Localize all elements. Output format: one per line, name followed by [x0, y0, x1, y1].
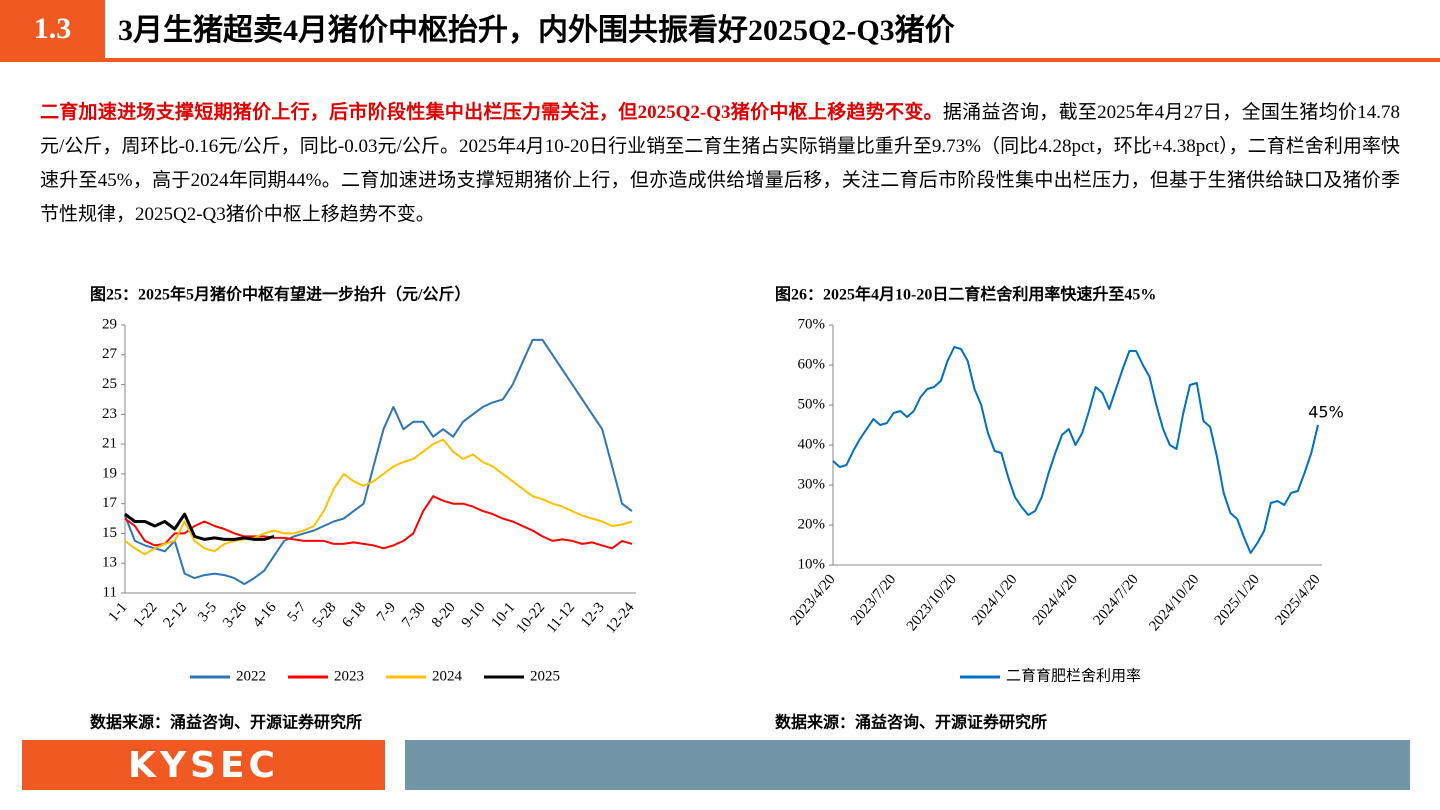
x-tick-label: 2-12 [160, 599, 190, 630]
chart-source: 数据来源：涌益咨询、开源证券研究所 [90, 713, 362, 732]
charts: 图25：2025年5月猪价中枢有望进一步抬升（元/公斤） 数据来源：涌益咨询、开源… [90, 285, 1344, 732]
x-tick-label: 2023/7/20 [848, 571, 899, 628]
x-tick-label: 2024/7/20 [1090, 571, 1141, 628]
x-tick-label: 3-26 [220, 599, 250, 631]
chart-title: 图26：2025年4月10-20日二育栏舍利用率快速升至45% [775, 285, 1156, 304]
y-tick-label: 25 [102, 376, 117, 392]
y-tick-label: 10% [798, 556, 826, 572]
x-tick-label: 2024/4/20 [1030, 571, 1081, 628]
x-tick-label: 2025/1/20 [1212, 571, 1263, 628]
x-tick-label: 10-22 [513, 599, 548, 636]
series-line [124, 495, 633, 550]
y-tick-label: 30% [798, 476, 826, 492]
y-tick-label: 29 [102, 316, 117, 332]
highlight: 二育加速进场支撑短期猪价上行，后市阶段性集中出栏压力需关注，但2025Q2-Q3… [40, 102, 943, 123]
series-line [124, 338, 633, 586]
legend-label: 二育育肥栏舍利用率 [1006, 667, 1141, 684]
x-tick-label: 2025/4/20 [1272, 571, 1323, 628]
data-label: 45% [1308, 403, 1344, 422]
y-tick-label: 13 [102, 555, 117, 571]
x-tick-label: 4-16 [250, 599, 280, 631]
legend-label: 2022 [236, 668, 266, 684]
x-tick-label: 5-28 [310, 599, 340, 630]
x-tick-label: 2024/1/20 [969, 571, 1020, 628]
y-tick-label: 15 [102, 525, 117, 541]
y-tick-label: 40% [798, 436, 826, 452]
chart-title: 图25：2025年5月猪价中枢有望进一步抬升（元/公斤） [90, 285, 470, 304]
legend-label: 2023 [334, 668, 364, 684]
logo: KYSEC [22, 740, 385, 790]
x-tick-label: 6-18 [339, 599, 369, 630]
x-tick-label: 7-9 [374, 599, 399, 625]
y-tick-label: 21 [102, 436, 117, 452]
y-tick-label: 60% [798, 356, 826, 372]
y-tick-label: 11 [103, 584, 117, 600]
series-line [124, 512, 275, 541]
y-tick-label: 23 [102, 406, 117, 422]
x-tick-label: 9-10 [459, 599, 489, 630]
legend-label: 2025 [530, 668, 560, 684]
x-tick-label: 3-5 [195, 599, 220, 625]
y-tick-label: 50% [798, 396, 826, 412]
x-tick-label: 1-1 [106, 599, 131, 625]
legend-label: 2024 [432, 668, 463, 684]
y-tick-label: 20% [798, 516, 826, 532]
footer-band [405, 740, 1410, 790]
y-tick-label: 19 [102, 465, 117, 481]
x-tick-label: 11-12 [544, 599, 578, 636]
x-tick-label: 2023/10/20 [904, 571, 960, 634]
x-tick-label: 12-24 [603, 599, 638, 636]
x-tick-label: 8-20 [429, 599, 459, 630]
y-tick-label: 70% [798, 316, 826, 332]
series-line [124, 438, 633, 556]
slide-title: 3月生猪超卖4月猪价中枢抬升，内外围共振看好2025Q2-Q3猪价 [118, 14, 955, 47]
section-number: 1.3 [0, 0, 105, 58]
x-tick-label: 2024/10/20 [1146, 571, 1202, 634]
y-tick-label: 17 [102, 495, 118, 511]
x-tick-label: 5-7 [285, 599, 310, 625]
x-tick-label: 2023/4/20 [787, 571, 838, 628]
series-line [832, 346, 1319, 554]
x-tick-label: 7-30 [399, 599, 429, 630]
chart-source: 数据来源：涌益咨询、开源证券研究所 [775, 713, 1047, 732]
paragraph: 二育加速进场支撑短期猪价上行，后市阶段性集中出栏压力需关注，但2025Q2-Q3… [40, 96, 1400, 232]
y-tick-label: 27 [102, 346, 118, 362]
body-text: 据涌益咨询，截至2025年4月27日，全国生猪均价14.78元/公斤，周环比-0… [40, 102, 1400, 225]
x-tick-label: 1-22 [131, 599, 161, 630]
header-rule [0, 58, 1440, 62]
